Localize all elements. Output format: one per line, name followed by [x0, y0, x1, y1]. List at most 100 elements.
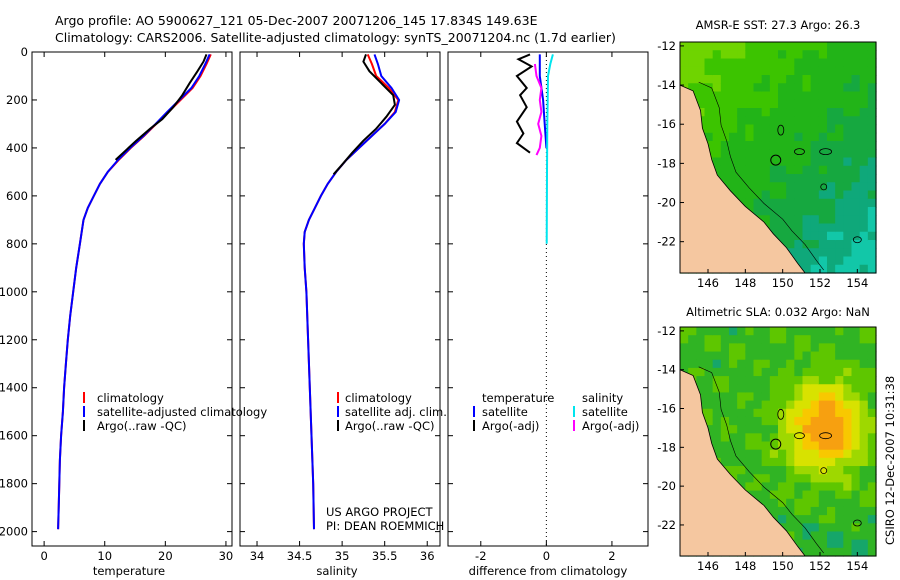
field-cell [786, 343, 795, 353]
field-cell [769, 66, 779, 76]
field-cell [778, 190, 787, 200]
field-cell [810, 400, 820, 410]
lon-tick-label: 152 [809, 276, 831, 290]
field-cell [867, 433, 877, 443]
field-cell [778, 42, 787, 51]
field-cell [745, 384, 755, 394]
field-cell [778, 231, 787, 241]
field-cell [818, 498, 828, 508]
field-cell [704, 408, 714, 418]
field-cell [769, 441, 779, 451]
field-cell [827, 351, 836, 361]
field-cell [729, 124, 738, 134]
field-cell [712, 108, 722, 117]
field-cell [835, 531, 844, 541]
field-cell [802, 441, 812, 451]
y-tick-label: 1000 [0, 285, 28, 299]
field-cell [761, 343, 771, 353]
field-cell [835, 547, 844, 557]
field-cell [859, 466, 869, 475]
field-cell [778, 425, 787, 434]
field-cell [769, 141, 779, 150]
field-cell [778, 376, 787, 385]
field-cell [867, 223, 877, 233]
field-cell [745, 190, 755, 200]
field-cell [843, 116, 853, 126]
field-cell [769, 42, 779, 51]
field-cell [859, 231, 869, 241]
field-cell [843, 490, 853, 500]
field-cell [753, 83, 763, 93]
y-tick-label: 1200 [0, 333, 28, 347]
field-cell [802, 91, 812, 101]
field-cell [802, 482, 812, 492]
field-cell [859, 174, 869, 183]
field-cell [688, 66, 697, 76]
field-cell [704, 91, 714, 101]
field-cell [737, 474, 746, 483]
field-cell [851, 165, 861, 175]
field-cell [843, 433, 853, 443]
field-cell [867, 149, 877, 159]
field-cell [827, 215, 836, 225]
field-cell [737, 408, 746, 418]
x-tick-label: 35.5 [372, 549, 398, 563]
field-cell [851, 50, 861, 60]
field-cell [745, 182, 755, 192]
field-cell [778, 215, 787, 225]
field-cell [720, 50, 730, 60]
field-cell [827, 58, 836, 68]
field-cell [835, 466, 844, 475]
field-cell [843, 539, 853, 549]
field-cell [810, 327, 820, 336]
field-cell [680, 359, 689, 369]
series-line-salinity-argo-adj- [533, 63, 543, 156]
field-cell [843, 58, 853, 68]
field-cell [810, 149, 820, 159]
field-cell [769, 384, 779, 394]
field-cell [794, 400, 804, 410]
field-cell [835, 231, 844, 241]
field-cell [859, 351, 869, 361]
field-cell [696, 42, 706, 51]
field-cell [835, 132, 844, 142]
field-cell [720, 174, 730, 183]
field-cell [802, 416, 812, 426]
field-cell [843, 449, 853, 459]
field-cell [802, 75, 812, 84]
field-cell [769, 392, 779, 402]
field-cell [794, 66, 804, 76]
field-cell [802, 498, 812, 508]
field-cell [867, 157, 877, 167]
field-cell [769, 367, 779, 377]
field-cell [737, 384, 746, 394]
field-cell [729, 425, 738, 434]
reef-outline [820, 183, 828, 191]
field-cell [737, 335, 746, 344]
field-cell [810, 50, 820, 60]
field-cell [745, 50, 755, 60]
field-cell [859, 425, 869, 434]
field-cell [810, 75, 820, 84]
field-cell [696, 50, 706, 60]
field-cell [753, 490, 763, 500]
field-cell [867, 523, 877, 533]
field-cell [835, 523, 844, 533]
field-cell [737, 132, 746, 142]
field-cell [851, 506, 861, 516]
lon-tick-label: 154 [846, 559, 868, 573]
field-cell [851, 75, 861, 84]
field-cell [859, 490, 869, 500]
field-cell [851, 441, 861, 451]
field-cell [843, 215, 853, 225]
field-cell [729, 457, 738, 467]
salinity-legend: climatology satellite adj. clim. Argo(..… [337, 391, 447, 433]
field-cell [704, 425, 714, 434]
lat-tick-label: -22 [657, 518, 676, 532]
field-cell [737, 42, 746, 51]
field-cell [688, 359, 697, 369]
field-cell [802, 384, 812, 394]
field-cell [810, 392, 820, 402]
field-cell [827, 408, 836, 418]
field-cell [794, 474, 804, 483]
